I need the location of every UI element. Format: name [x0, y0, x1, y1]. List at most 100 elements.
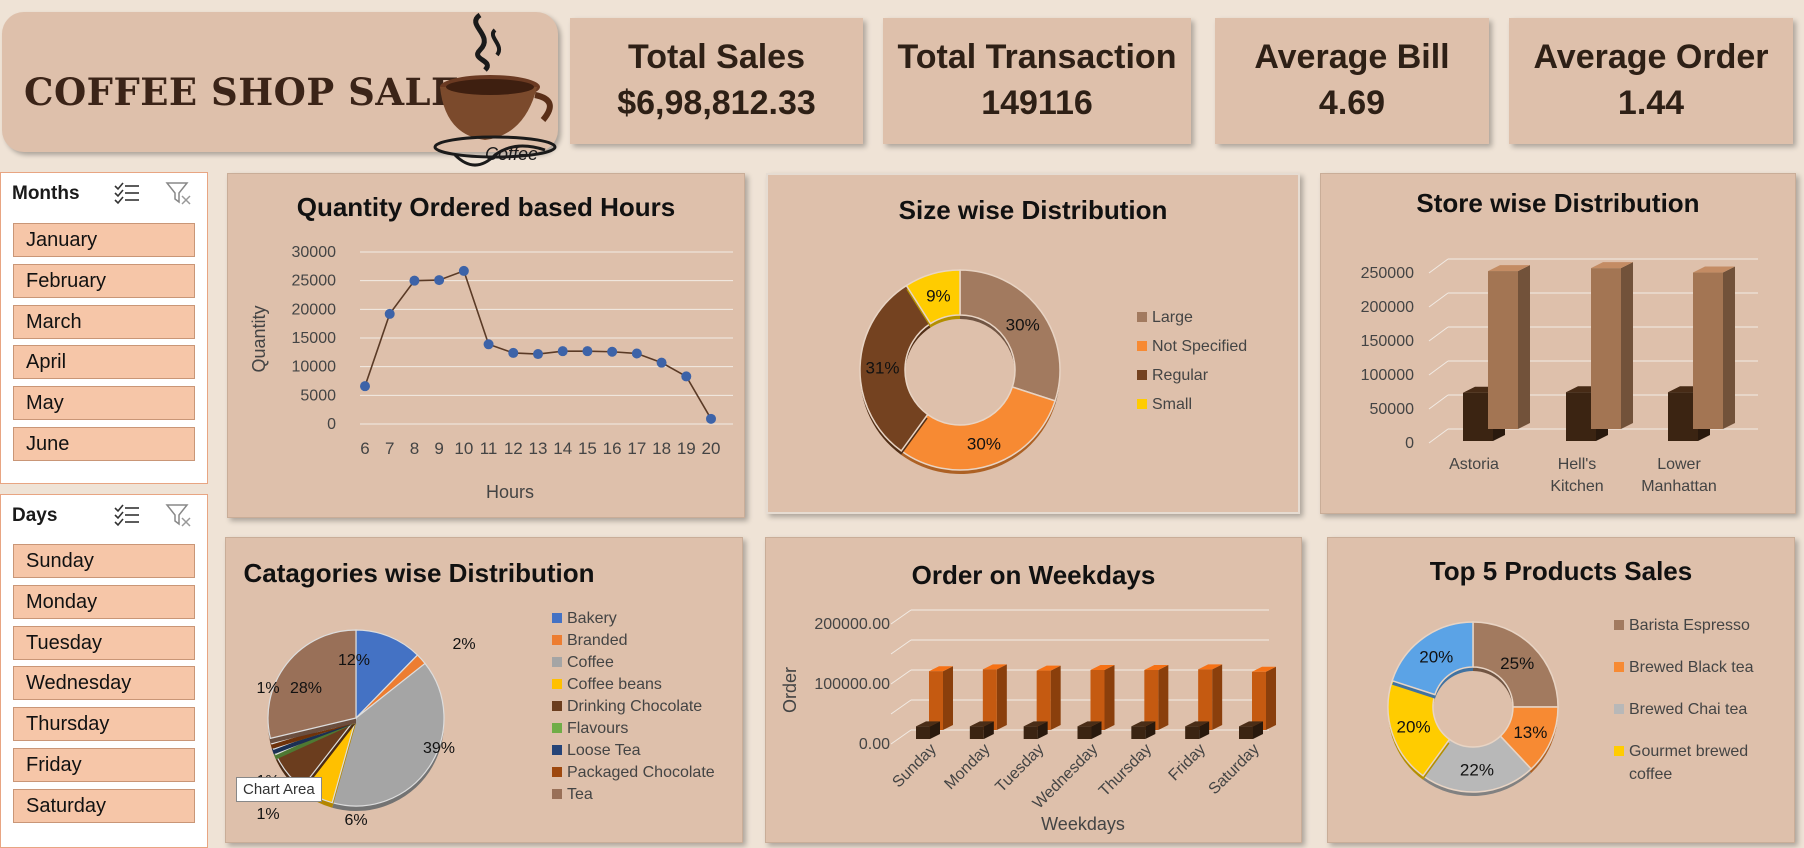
bar — [1090, 670, 1105, 730]
bar-top — [1090, 665, 1115, 670]
data-point — [533, 349, 543, 360]
slicer-item-tuesday[interactable]: Tuesday — [13, 626, 195, 660]
multi-select-icon[interactable] — [113, 503, 141, 527]
multi-select-icon[interactable] — [113, 181, 141, 205]
gridline — [890, 669, 912, 685]
data-point — [656, 357, 667, 368]
x-tick-label: Saturday — [1206, 741, 1263, 798]
data-point — [360, 381, 370, 392]
x-tick-label: 9 — [434, 439, 443, 458]
y-axis-label: Quantity — [249, 305, 269, 372]
coffee-cup-logo: Coffee — [433, 12, 557, 167]
legend-swatch — [1614, 704, 1624, 714]
slicer-item-saturday[interactable]: Saturday — [13, 789, 195, 823]
top5-chart-panel[interactable]: Top 5 Products Sales 25% 13% 22% 20% 20% Bari… — [1327, 537, 1795, 843]
legend-swatch — [1614, 746, 1624, 756]
bar-top — [929, 666, 953, 672]
legend-label: Large — [1152, 309, 1193, 326]
legend-label: coffee — [1629, 766, 1672, 783]
data-point — [483, 339, 494, 350]
x-tick-label: 7 — [385, 439, 394, 458]
slice-label: 22% — [1460, 760, 1494, 779]
legend-swatch — [552, 789, 562, 799]
x-axis-label: Weekdays — [1041, 814, 1125, 834]
y-tick-label: 150000 — [1361, 333, 1414, 350]
slicer-item-march[interactable]: March — [13, 305, 195, 339]
x-tick-label: 8 — [410, 439, 419, 458]
slicer-item-february[interactable]: February — [13, 264, 195, 298]
bar-top — [982, 664, 1007, 670]
pie-slice-depth — [270, 723, 356, 749]
donut-slice — [959, 269, 1061, 402]
x-tick-label: Hell's — [1558, 456, 1597, 473]
bar-side — [1199, 721, 1210, 739]
legend-label: Brewed Chai tea — [1629, 701, 1747, 718]
slicer-item-may[interactable]: May — [13, 386, 195, 420]
x-tick-label: 18 — [652, 439, 671, 458]
kpi-label: Average Bill — [1254, 38, 1450, 76]
size-chart-panel[interactable]: Size wise Distribution 30% 30% 31% 9% Large N… — [766, 173, 1300, 514]
bar-top — [1077, 721, 1102, 727]
bar — [1131, 726, 1146, 739]
bar — [969, 726, 984, 739]
kpi-total-sales: Total Sales $6,98,812.33 — [570, 18, 863, 144]
legend-label: Small — [1152, 396, 1192, 413]
x-tick-label: Thursday — [1096, 741, 1155, 800]
slicer-item-april[interactable]: April — [13, 345, 195, 379]
y-tick-label: 10000 — [292, 359, 337, 376]
weekdays-chart-panel[interactable]: Order on Weekdays 0.00 100000.00 200000.00… — [765, 537, 1302, 843]
y-tick-label: 250000 — [1361, 265, 1414, 282]
slicer-item-june[interactable]: June — [13, 427, 195, 461]
slicer-title: Months — [12, 183, 80, 204]
legend-swatch — [552, 635, 562, 645]
bar-top — [1239, 721, 1263, 727]
chart-title: Catagories wise Distribution — [243, 558, 595, 588]
chart-title: Size wise Distribution — [898, 195, 1168, 225]
categories-pie-chart: 12%2%39%6%1%1%1%28%BakeryBrandedCoffeeCo… — [256, 610, 715, 829]
store-chart-panel[interactable]: Store wise Distribution 0 50000 100000 1500… — [1320, 173, 1796, 514]
kpi-label: Total Sales — [628, 38, 805, 76]
slicer-item-wednesday[interactable]: Wednesday — [13, 666, 195, 700]
legend-swatch — [552, 613, 562, 623]
hours-chart-panel[interactable]: Quantity Ordered based Hours 0 5000 10000 1… — [227, 173, 745, 518]
gridline — [1428, 326, 1449, 342]
kpi-average-bill: Average Bill 4.69 — [1215, 18, 1489, 144]
clear-filter-icon[interactable] — [165, 181, 193, 205]
slice-label: 1% — [256, 806, 279, 823]
legend-swatch — [1137, 399, 1147, 409]
slicer-item-thursday[interactable]: Thursday — [13, 707, 195, 741]
slice-label: 13% — [1513, 723, 1547, 742]
chart-title: Store wise Distribution — [1416, 188, 1700, 218]
x-tick-label: 17 — [627, 439, 646, 458]
bar-side — [1145, 721, 1156, 739]
bar-top — [1198, 664, 1223, 670]
y-tick-label: 30000 — [292, 244, 337, 261]
slicer-item-sunday[interactable]: Sunday — [13, 544, 195, 578]
kpi-value: 1.44 — [1617, 84, 1685, 122]
slicer-item-january[interactable]: January — [13, 223, 195, 257]
kpi-value: 4.69 — [1318, 84, 1386, 122]
legend-swatch — [552, 701, 562, 711]
slice-label: 9% — [926, 287, 951, 306]
chart-title: Order on Weekdays — [911, 560, 1156, 590]
slicer-item-monday[interactable]: Monday — [13, 585, 195, 619]
series-line — [364, 269, 712, 420]
slicer-item-friday[interactable]: Friday — [13, 748, 195, 782]
clear-filter-icon[interactable] — [165, 503, 193, 527]
bar-top — [916, 721, 940, 727]
y-tick-label: 20000 — [292, 301, 337, 318]
slicer-title: Days — [12, 505, 58, 526]
kpi-label: Average Order — [1533, 38, 1769, 76]
bar-top — [969, 721, 994, 727]
chart-area-tooltip: Chart Area — [236, 777, 322, 802]
x-axis-label: Hours — [486, 482, 534, 502]
slice-label: 6% — [344, 812, 367, 829]
x-tick-label: 13 — [529, 439, 548, 458]
kpi-value: 149116 — [981, 84, 1093, 122]
slice-label: 20% — [1397, 717, 1431, 736]
slice-label: 31% — [866, 359, 900, 378]
legend-label: Packaged Chocolate — [567, 764, 715, 781]
legend-label: Not Specified — [1152, 338, 1247, 355]
weekdays-bar-chart: 0.00 100000.00 200000.00 Sunday MondayTuesda… — [780, 609, 1276, 834]
bar-top — [1591, 262, 1633, 269]
